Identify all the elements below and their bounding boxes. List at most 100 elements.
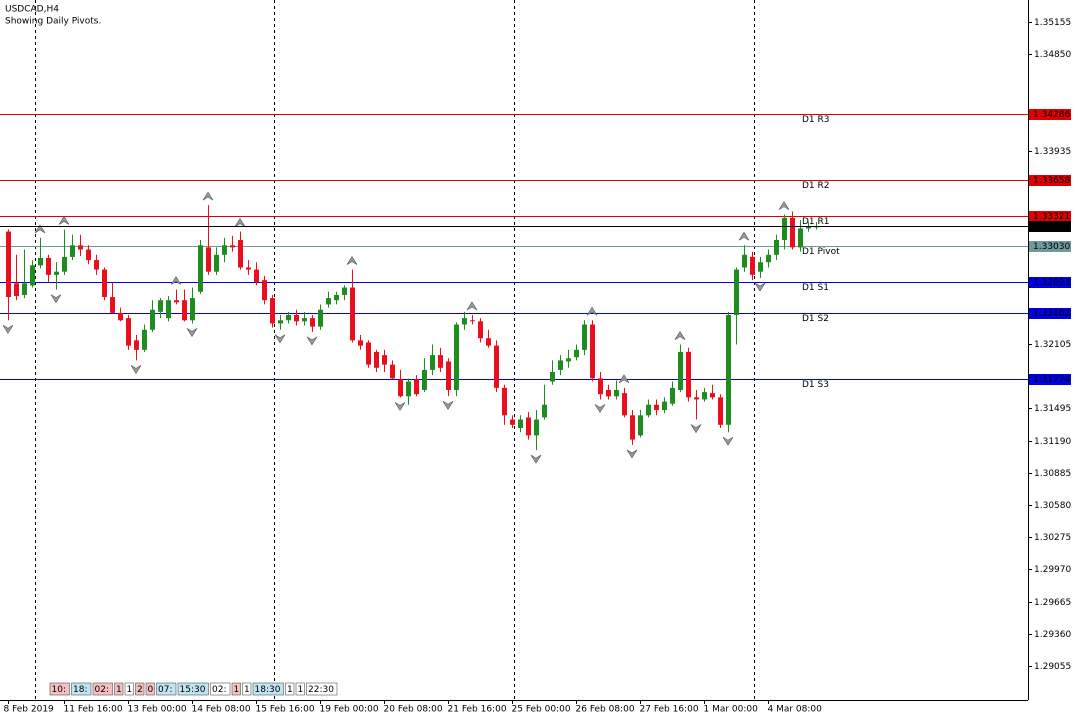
candle-body bbox=[54, 271, 59, 275]
candle-body bbox=[182, 300, 187, 321]
candle-body bbox=[214, 254, 219, 272]
pivot-price-tag: 1.34286 bbox=[1033, 110, 1070, 120]
candle-body bbox=[366, 342, 371, 365]
candle-body bbox=[638, 415, 643, 436]
candle-body bbox=[558, 360, 563, 370]
session-label-bg bbox=[145, 682, 155, 696]
fractal-down-arrow bbox=[50, 294, 62, 304]
candle-body bbox=[502, 387, 507, 416]
session-label: 18: bbox=[73, 685, 87, 695]
candle-body bbox=[22, 283, 27, 295]
session-label-bg bbox=[306, 682, 338, 696]
candle-body bbox=[478, 321, 483, 339]
candle-body bbox=[134, 340, 139, 350]
fractal-up-arrow bbox=[738, 231, 750, 241]
y-tick-label: 1.31495 bbox=[1034, 404, 1071, 414]
x-tick-label: 27 Feb 16:00 bbox=[640, 705, 699, 715]
y-tick-label: 1.32105 bbox=[1034, 340, 1071, 350]
candle-body bbox=[710, 393, 715, 398]
session-label-bg bbox=[210, 682, 231, 696]
candle-body bbox=[750, 256, 755, 275]
x-tick-label: 4 Mar 08:00 bbox=[768, 705, 823, 715]
session-label-bg bbox=[49, 682, 70, 696]
candle-body bbox=[422, 369, 427, 390]
candle-body bbox=[598, 378, 603, 395]
candle-body bbox=[230, 245, 235, 248]
fractal-up-arrow bbox=[34, 224, 46, 234]
candle-body bbox=[118, 312, 123, 321]
pivot-price-tag-bg bbox=[1029, 277, 1071, 288]
candle-body bbox=[310, 318, 315, 327]
fractal-down-arrow bbox=[690, 424, 702, 434]
candle-body bbox=[766, 254, 771, 263]
current-price-tag: 1.33223 bbox=[1033, 222, 1070, 232]
current-price-tag-bg bbox=[1029, 221, 1071, 232]
candle-body bbox=[614, 389, 619, 397]
x-tick-label: 25 Feb 00:00 bbox=[512, 705, 571, 715]
pivot-price-tag: 1.33030 bbox=[1033, 242, 1070, 252]
pivot-label: D1 Pivot bbox=[802, 247, 840, 257]
candle-body bbox=[438, 355, 443, 368]
candle-body bbox=[110, 297, 115, 313]
candle-body bbox=[358, 340, 363, 346]
pivot-price-tag: 1.33321 bbox=[1033, 212, 1070, 222]
fractal-down-arrow bbox=[530, 454, 542, 464]
fractal-up-arrow bbox=[234, 218, 246, 227]
pivot-price-tag-bg bbox=[1029, 109, 1071, 120]
session-label-bg bbox=[242, 682, 252, 696]
session-label-bg bbox=[231, 682, 241, 696]
candle-body bbox=[678, 351, 683, 390]
candle-body bbox=[774, 240, 779, 255]
fractal-down-arrow bbox=[754, 282, 766, 292]
fractal-up-arrow bbox=[586, 306, 598, 316]
y-tick-label: 1.29970 bbox=[1034, 565, 1071, 575]
session-label-bg bbox=[135, 682, 145, 696]
session-label-bg bbox=[124, 682, 134, 696]
x-tick-label: 21 Feb 16:00 bbox=[448, 705, 507, 715]
fractal-down-arrow bbox=[274, 334, 286, 344]
candle-body bbox=[806, 226, 811, 229]
fractal-up-arrow bbox=[618, 374, 630, 384]
candle-body bbox=[14, 283, 19, 296]
candle-body bbox=[6, 231, 11, 298]
session-label: 10: bbox=[52, 685, 66, 695]
x-tick-label: 19 Feb 00:00 bbox=[320, 705, 379, 715]
pivot-label: D1 R1 bbox=[802, 217, 830, 227]
candle-body bbox=[662, 401, 667, 411]
candle-body bbox=[374, 351, 379, 368]
candle-body bbox=[742, 254, 747, 268]
y-tick-label: 1.30885 bbox=[1034, 469, 1071, 479]
pivot-label: D1 S2 bbox=[802, 314, 829, 324]
candle-body bbox=[526, 417, 531, 436]
candle-body bbox=[30, 265, 35, 286]
candle-body bbox=[294, 314, 299, 322]
y-tick-label: 1.29360 bbox=[1034, 630, 1071, 640]
candle-body bbox=[126, 318, 131, 346]
chart-subtitle: Showing Daily Pivots. bbox=[5, 17, 101, 27]
candle-body bbox=[790, 217, 795, 248]
candle-body bbox=[206, 247, 211, 272]
pivot-price-tag: 1.32693 bbox=[1033, 278, 1070, 288]
candle-body bbox=[270, 298, 275, 324]
fractal-down-arrow bbox=[186, 328, 198, 338]
candle-body bbox=[46, 257, 51, 275]
candle-body bbox=[654, 404, 659, 411]
session-label: 1 bbox=[287, 685, 293, 695]
session-label: 18:30 bbox=[255, 685, 281, 695]
candle-body bbox=[494, 345, 499, 388]
candle-body bbox=[798, 228, 803, 248]
y-tick-label: 1.33935 bbox=[1034, 147, 1071, 157]
session-label: 15:30 bbox=[180, 685, 206, 695]
fractal-down-arrow bbox=[442, 401, 454, 410]
candle-body bbox=[414, 379, 419, 395]
fractal-down-arrow bbox=[130, 365, 142, 374]
session-label: 1 bbox=[244, 685, 250, 695]
x-tick-label: 14 Feb 08:00 bbox=[192, 705, 251, 715]
pivot-price-tag-bg bbox=[1029, 211, 1071, 222]
session-label: 02: bbox=[95, 685, 109, 695]
pivot-price-tag: 1.31774 bbox=[1033, 375, 1070, 385]
pivot-price-tag-bg bbox=[1029, 374, 1071, 385]
candle-body bbox=[142, 329, 147, 350]
